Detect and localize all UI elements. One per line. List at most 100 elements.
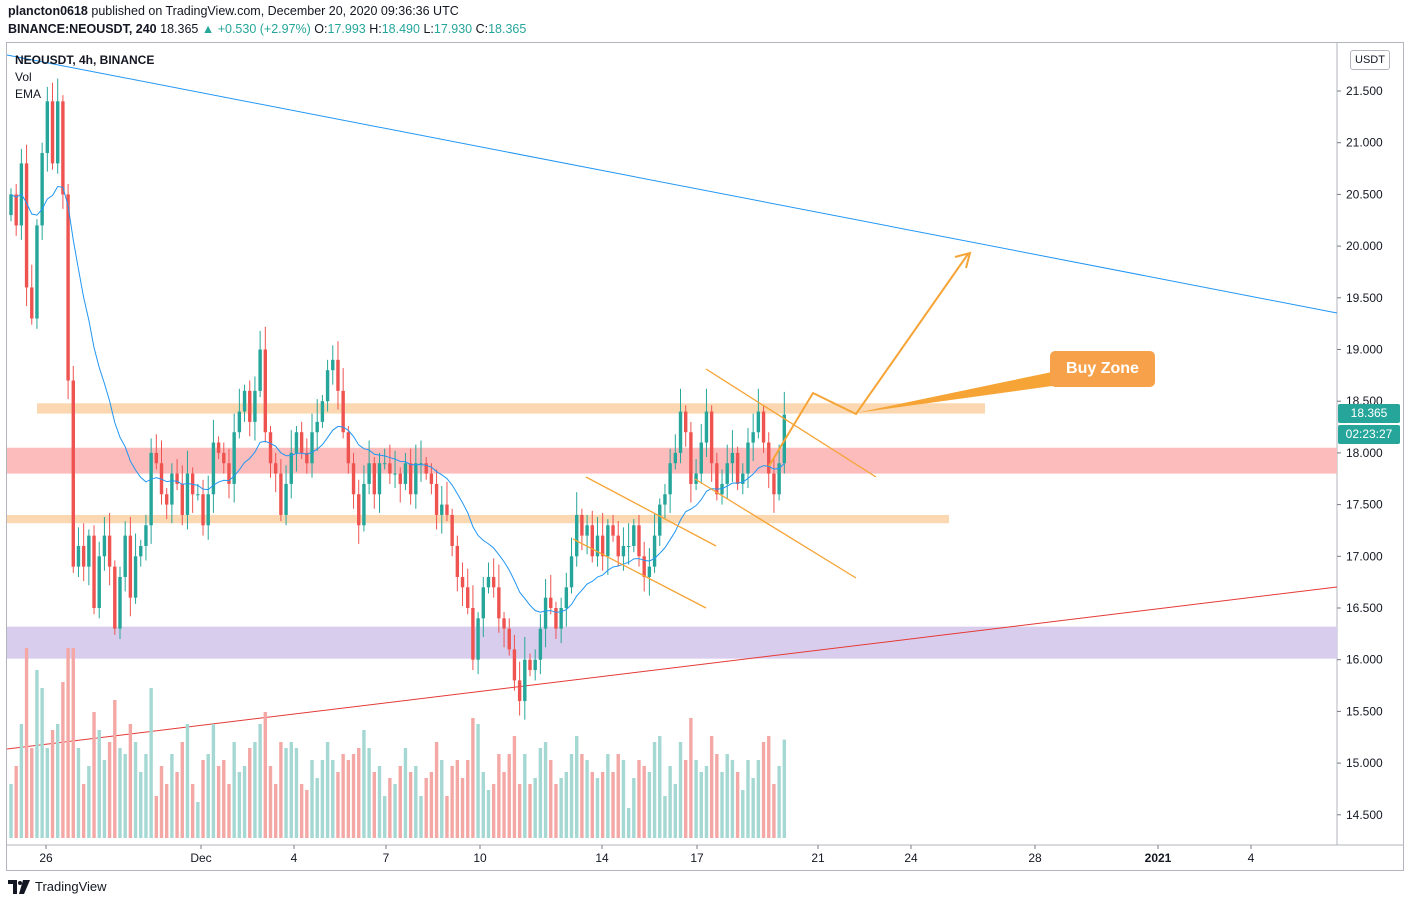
- candle-body: [517, 680, 522, 702]
- volume-bar: [66, 648, 70, 838]
- candle-body: [735, 452, 740, 484]
- volume-bar: [170, 754, 174, 838]
- volume-bar: [626, 808, 631, 838]
- volume-bar: [538, 748, 543, 838]
- volume-bar: [258, 724, 262, 838]
- buy-zone-callout: Buy Zone: [1050, 351, 1155, 387]
- candle-body: [76, 545, 81, 567]
- candle-body: [113, 566, 117, 629]
- volume-bar: [190, 784, 195, 838]
- projection-arrowhead: [954, 251, 972, 269]
- volume-bar: [201, 760, 205, 838]
- author-name[interactable]: plancton0618: [8, 4, 88, 18]
- candle-body: [377, 463, 382, 495]
- candle-body: [9, 194, 13, 216]
- ohlc-line: BINANCE:NEOUSDT, 240 18.365 ▲ +0.530 (+2…: [8, 22, 526, 36]
- candle-body: [704, 411, 709, 443]
- candle-body: [725, 463, 729, 484]
- candle-body: [543, 597, 548, 629]
- candle-body: [476, 618, 480, 660]
- volume-bar: [689, 718, 693, 838]
- buy-zone-pointer: [856, 372, 1052, 413]
- volume-bar: [507, 754, 511, 838]
- candle-body: [341, 390, 345, 433]
- purple-zone: [7, 626, 1337, 659]
- wedge-lower-line: [694, 478, 857, 579]
- volume-bar: [81, 784, 86, 838]
- candle-body: [606, 525, 610, 557]
- candle-body: [30, 287, 34, 319]
- candle-body: [678, 411, 683, 453]
- ema-legend[interactable]: EMA: [15, 87, 42, 101]
- candle-body: [440, 504, 444, 515]
- candle-body: [658, 504, 662, 536]
- volume-bar: [621, 760, 626, 838]
- candle-body: [715, 463, 719, 495]
- volume-bar: [9, 784, 13, 838]
- resistance-trendline: [6, 54, 1338, 314]
- candle-body: [320, 401, 325, 422]
- candle-body: [299, 432, 304, 453]
- volume-bar: [450, 766, 454, 838]
- candle-body: [481, 587, 485, 619]
- candle-body: [149, 452, 153, 526]
- candle-body: [222, 452, 226, 464]
- candle-body: [699, 442, 703, 474]
- volume-bar: [35, 670, 39, 838]
- candle-body: [642, 556, 646, 577]
- volume-bar: [367, 748, 371, 838]
- volume-bar: [362, 730, 366, 838]
- candle-body: [372, 463, 376, 495]
- time-tick-label: 28: [1028, 851, 1042, 865]
- volume-bar: [616, 754, 620, 838]
- candle-body: [689, 432, 693, 484]
- candle-body: [761, 411, 766, 443]
- candle-body: [382, 463, 387, 465]
- symbol-line: BINANCE:NEOUSDT, 240: [8, 22, 157, 36]
- volume-bar: [268, 766, 273, 838]
- candle-body: [154, 452, 159, 464]
- volume-bar: [751, 778, 755, 838]
- volume-bar: [767, 736, 771, 838]
- last-price: 18.365: [160, 22, 199, 36]
- volume-bar: [154, 796, 159, 838]
- volume-bar: [263, 712, 268, 838]
- price-tick-label: 14.500: [1346, 808, 1383, 822]
- currency-button[interactable]: USDT: [1350, 50, 1390, 70]
- candle-body: [144, 525, 148, 546]
- candle-body: [673, 452, 678, 464]
- volume-bar: [144, 754, 148, 838]
- candle-body: [767, 442, 771, 474]
- candle-body: [585, 525, 589, 536]
- volume-bar: [185, 724, 190, 838]
- volume-bar: [414, 766, 418, 838]
- volume-bar: [569, 754, 574, 838]
- volume-bar: [175, 772, 179, 838]
- volume-bar: [481, 772, 485, 838]
- candle-body: [491, 576, 496, 588]
- candle-body: [305, 452, 309, 464]
- volume-bar: [279, 742, 283, 838]
- support-trendline: [6, 586, 1338, 750]
- volume-bar: [440, 760, 444, 838]
- volume-bar: [128, 724, 133, 838]
- candle-body: [201, 494, 205, 526]
- chart-frame[interactable]: [6, 42, 1404, 871]
- time-tick-label: 24: [904, 851, 918, 865]
- volume-bar: [325, 742, 330, 838]
- candle-body: [538, 628, 543, 660]
- volume-bar: [388, 778, 392, 838]
- volume-bar: [87, 766, 91, 838]
- volume-bar: [196, 802, 200, 838]
- volume-bar: [123, 754, 127, 838]
- candle-body: [211, 442, 216, 495]
- footer[interactable]: TradingView: [8, 879, 107, 894]
- volume-bar: [133, 742, 138, 838]
- close-label: C:: [475, 22, 489, 36]
- candle-body: [575, 514, 579, 557]
- candle-body: [621, 545, 626, 557]
- volume-bar: [289, 742, 293, 838]
- volume-bar: [24, 648, 29, 838]
- volume-legend[interactable]: Vol: [15, 70, 32, 84]
